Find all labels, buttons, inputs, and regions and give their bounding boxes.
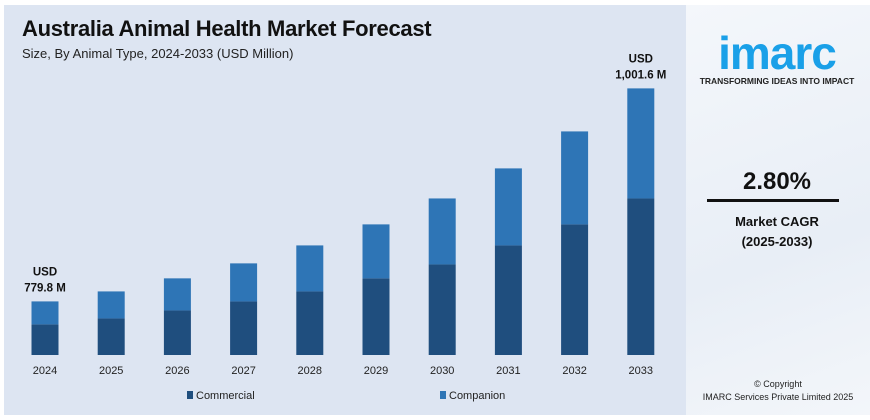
legend-label-commercial: Commercial [196,390,255,402]
bar-commercial-2025 [97,318,125,355]
data-label: 779.8 M [24,282,66,294]
data-label: USD [629,53,653,65]
bar-companion-2033 [627,88,655,199]
x-tick-label: 2024 [33,365,57,377]
copyright: © Copyright IMARC Services Private Limit… [686,378,870,404]
bar-commercial-2029 [362,278,390,355]
legend-swatch-companion [440,391,446,399]
cagr-period: (2025-2033) [741,234,813,249]
chart-title: Australia Animal Health Market Forecast [22,16,432,41]
brand-tagline: TRANSFORMING IDEAS INTO IMPACT [699,76,855,86]
bar-companion-2024 [31,301,59,325]
bar-companion-2028 [296,245,324,292]
bar-companion-2031 [494,168,522,246]
cagr-value: 2.80% [742,168,812,195]
x-tick-label: 2026 [165,365,189,377]
copyright-line1: © Copyright [754,379,802,389]
data-label: USD [33,266,57,278]
bar-commercial-2032 [561,224,589,355]
bar-companion-2029 [362,224,390,279]
bar-companion-2027 [230,263,258,302]
bar-commercial-2024 [31,324,59,355]
legend-label-companion: Companion [449,390,505,402]
x-tick-label: 2025 [99,365,123,377]
x-tick-label: 2028 [298,365,322,377]
bar-companion-2025 [97,291,125,319]
x-tick-label: 2027 [231,365,255,377]
legend-swatch-commercial [187,391,193,399]
bar-commercial-2026 [163,310,191,355]
copyright-line2: IMARC Services Private Limited 2025 [702,392,854,402]
x-tick-label: 2030 [430,365,454,377]
bar-commercial-2030 [428,264,456,355]
imarc-logo: imarc [718,27,837,79]
bar-companion-2030 [428,198,456,265]
cagr-label-text: Market CAGR [735,214,819,229]
cagr-divider [707,199,839,202]
x-tick-label: 2032 [562,365,586,377]
bar-companion-2026 [163,278,191,311]
bar-commercial-2033 [627,198,655,355]
chart-subtitle: Size, By Animal Type, 2024-2033 (USD Mil… [22,46,294,61]
x-tick-label: 2031 [496,365,520,377]
x-tick-label: 2029 [364,365,388,377]
data-label: 1,001.6 M [615,69,666,81]
bar-commercial-2028 [296,291,324,355]
side-panel [686,5,870,415]
bar-companion-2032 [561,131,589,225]
cagr-label: Market CAGR (2025-2033) [692,212,862,252]
x-tick-label: 2033 [629,365,653,377]
bar-commercial-2027 [230,301,258,355]
bar-commercial-2031 [494,245,522,355]
